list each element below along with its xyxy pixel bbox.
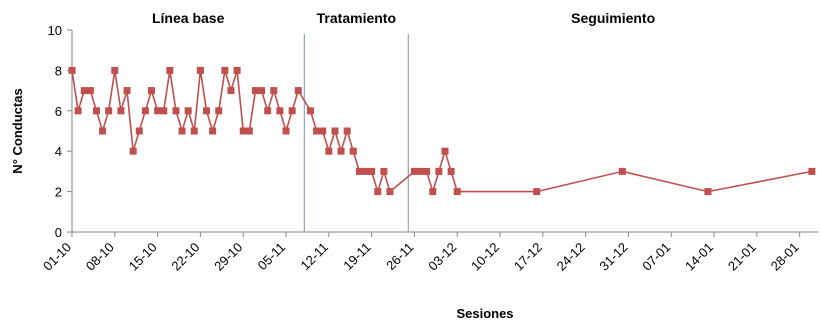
data-point <box>245 127 253 135</box>
data-point <box>135 127 143 135</box>
x-tick-label: 14-01 <box>682 240 716 274</box>
data-point <box>331 127 339 135</box>
data-point <box>258 87 266 95</box>
data-point <box>68 66 76 74</box>
data-point <box>196 66 204 74</box>
data-point <box>264 107 272 115</box>
x-tick-label: 26-11 <box>383 240 416 273</box>
data-point <box>362 167 370 175</box>
data-point <box>306 107 314 115</box>
data-point <box>209 127 217 135</box>
x-tick-label: 03-12 <box>425 240 459 274</box>
y-tick-label: 10 <box>48 23 62 38</box>
data-point <box>99 127 107 135</box>
phase-label: Tratamiento <box>317 10 396 26</box>
data-point <box>355 167 363 175</box>
x-tick-label: 08-10 <box>83 240 117 274</box>
x-tick-label: 21-01 <box>725 240 759 274</box>
x-tick-label: 17-12 <box>511 240 545 274</box>
data-point <box>533 188 541 196</box>
data-point <box>221 66 229 74</box>
data-point <box>349 147 357 155</box>
x-tick-label: 01-10 <box>40 240 74 274</box>
data-point <box>172 107 180 115</box>
x-tick-label: 24-12 <box>554 240 588 274</box>
y-tick-label: 6 <box>55 104 62 119</box>
data-point <box>111 66 119 74</box>
x-tick-label: 29-10 <box>211 240 245 274</box>
y-axis-title: N° Conductas <box>10 88 25 173</box>
x-tick-label: 10-12 <box>468 240 502 274</box>
data-point <box>141 107 149 115</box>
x-tick-label: 19-11 <box>340 240 373 273</box>
x-tick-label: 07-01 <box>639 240 673 274</box>
data-point <box>618 167 626 175</box>
x-tick-label: 05-11 <box>255 240 288 273</box>
phase-label: Seguimiento <box>571 10 655 26</box>
data-point <box>147 87 155 95</box>
y-tick-label: 8 <box>55 63 62 78</box>
y-tick-label: 4 <box>55 144 62 159</box>
data-point <box>808 167 816 175</box>
data-point <box>441 147 449 155</box>
data-point <box>154 107 162 115</box>
data-point <box>178 127 186 135</box>
data-point <box>282 127 290 135</box>
data-point <box>203 107 211 115</box>
x-tick-label: 28-01 <box>768 240 802 274</box>
data-point <box>184 107 192 115</box>
data-point <box>374 188 382 196</box>
data-point <box>410 167 418 175</box>
data-point <box>337 147 345 155</box>
data-point <box>129 147 137 155</box>
data-point <box>704 188 712 196</box>
data-point <box>74 107 82 115</box>
x-tick-label: 12-11 <box>297 240 330 273</box>
data-point <box>313 127 321 135</box>
data-point <box>270 87 278 95</box>
data-point <box>288 107 296 115</box>
x-tick-label: 15-10 <box>126 240 160 274</box>
x-tick-label: 31-12 <box>596 240 630 274</box>
data-point <box>227 87 235 95</box>
data-point <box>251 87 259 95</box>
data-point <box>319 127 327 135</box>
data-point <box>160 107 168 115</box>
data-point <box>453 188 461 196</box>
data-point <box>380 167 388 175</box>
y-tick-label: 0 <box>55 225 62 240</box>
data-point <box>166 66 174 74</box>
y-tick-label: 2 <box>55 185 62 200</box>
data-point <box>86 87 94 95</box>
data-point <box>435 167 443 175</box>
data-point <box>276 107 284 115</box>
data-point <box>368 167 376 175</box>
x-tick-label: 22-10 <box>168 240 202 274</box>
data-point <box>447 167 455 175</box>
data-point <box>190 127 198 135</box>
data-point <box>80 87 88 95</box>
data-point <box>233 66 241 74</box>
data-point <box>215 107 223 115</box>
data-point <box>123 87 131 95</box>
data-point <box>92 107 100 115</box>
data-point <box>417 167 425 175</box>
data-point <box>105 107 113 115</box>
data-point <box>117 107 125 115</box>
x-axis-title: Sesiones <box>456 306 513 321</box>
phase-label: Línea base <box>152 10 225 26</box>
data-point <box>294 87 302 95</box>
data-point <box>423 167 431 175</box>
data-point <box>386 188 394 196</box>
data-point <box>239 127 247 135</box>
data-point <box>429 188 437 196</box>
data-point <box>325 147 333 155</box>
data-point <box>343 127 351 135</box>
